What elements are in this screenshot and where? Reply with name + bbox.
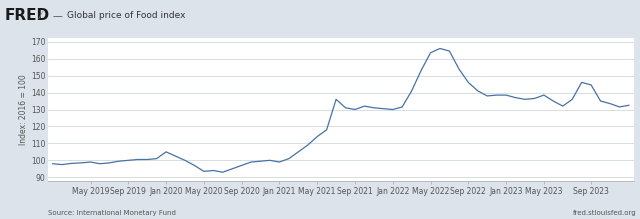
Text: ⁄: ⁄ [40, 11, 42, 21]
Text: Global price of Food index: Global price of Food index [67, 11, 186, 20]
Text: —: — [52, 11, 62, 21]
Text: FRED: FRED [5, 8, 51, 23]
Text: fred.stlouisfed.org: fred.stlouisfed.org [573, 210, 637, 216]
Text: Source: International Monetary Fund: Source: International Monetary Fund [48, 210, 176, 216]
Y-axis label: Index: 2016 = 100: Index: 2016 = 100 [19, 74, 28, 145]
